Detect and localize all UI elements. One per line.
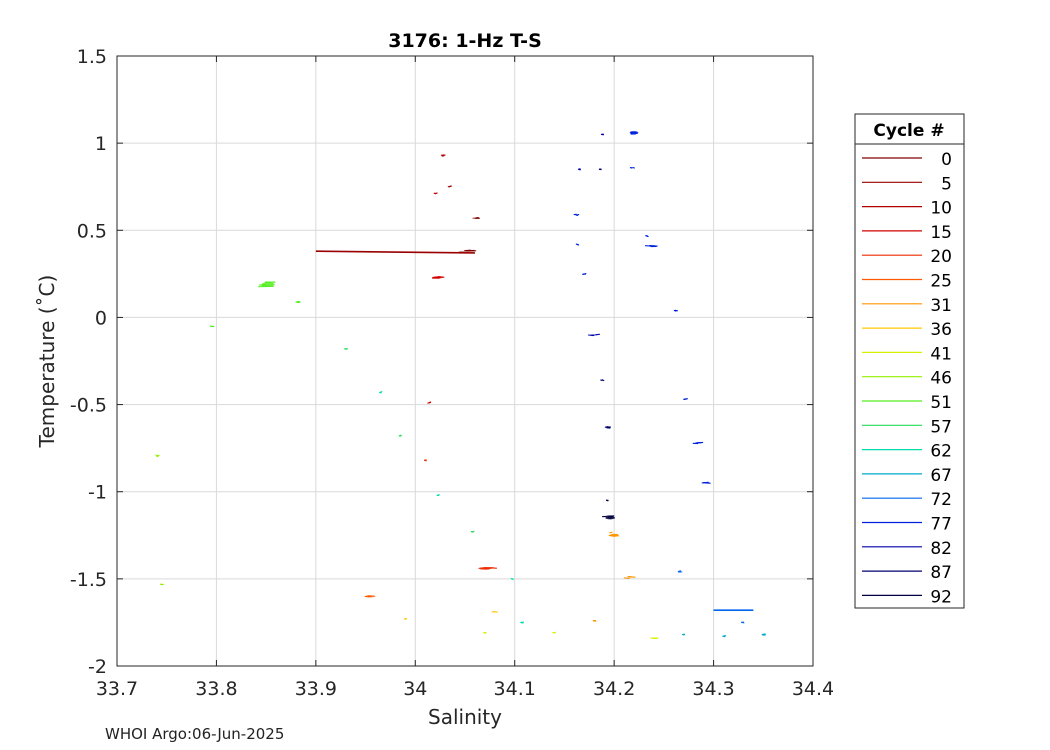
x-tick-label: 34.3 <box>692 678 734 700</box>
series-cycle-67 <box>682 633 767 638</box>
series-77-point <box>683 398 686 400</box>
legend-label: 25 <box>930 272 952 292</box>
series-cycle-57 <box>344 348 475 533</box>
series-cycle-51 <box>209 281 301 328</box>
series-cycle-92 <box>601 499 616 520</box>
x-tick-label: 34.4 <box>792 678 834 700</box>
legend-label: 41 <box>930 344 952 364</box>
legend-label: 10 <box>930 199 952 219</box>
series-31-point <box>623 577 630 580</box>
x-tick-label: 33.7 <box>96 678 138 700</box>
axes: 33.7 33.8 33.9 34 34.1 34.2 34.3 34.4 -2 -1.5 -1 -0… <box>70 46 834 700</box>
legend-label: 72 <box>930 490 952 510</box>
series-cycle-31 <box>592 531 636 622</box>
series-cycle-62 <box>379 391 525 624</box>
series-cycle-41 <box>483 631 659 639</box>
x-axis-label: Salinity <box>428 705 502 729</box>
legend-title: Cycle # <box>873 121 944 141</box>
series-cycle-5 <box>315 185 475 254</box>
legend-label: 62 <box>930 442 952 462</box>
plot-area <box>117 56 813 666</box>
series-25-cluster-core <box>365 595 376 598</box>
series-82-cluster-core <box>590 334 598 336</box>
series-cycle-36 <box>403 610 498 620</box>
legend-label: 57 <box>930 417 952 437</box>
series-cycle-72 <box>677 570 754 624</box>
legend-label: 77 <box>930 515 952 535</box>
y-tick-label: -2 <box>88 656 107 678</box>
legend-label: 82 <box>930 539 952 559</box>
y-axis-label: Temperature (˚C) <box>35 275 59 449</box>
series-15-cluster-core <box>433 276 444 279</box>
legend-label: 87 <box>930 563 952 583</box>
series-cycle-46 <box>155 454 164 586</box>
series-51-cluster-core <box>261 282 275 287</box>
chart-title: 3176: 1-Hz T-S <box>388 30 542 52</box>
legend-label: 5 <box>941 174 952 194</box>
series-62-point <box>379 391 383 393</box>
series-cycle-25 <box>364 595 376 598</box>
series-92-cluster-core <box>605 516 616 520</box>
series-0-cluster-core <box>472 217 478 219</box>
series-77-cluster-core <box>629 131 639 135</box>
plot-frame <box>116 55 814 667</box>
series-51-point <box>209 325 213 328</box>
series-77-cluster-core <box>694 442 703 444</box>
footer-credit: WHOI Argo:06-Jun-2025 <box>105 725 285 743</box>
series-0-cluster-core <box>458 250 472 252</box>
series-cycle-87 <box>598 168 612 429</box>
legend-label: 67 <box>930 466 952 486</box>
series-46-point <box>155 454 158 457</box>
legend-label: 15 <box>930 223 952 243</box>
series-72-point <box>678 570 682 572</box>
y-tick-label: -1 <box>88 482 107 504</box>
series-77-cluster-core <box>703 482 710 484</box>
legend-label: 20 <box>930 247 952 267</box>
y-tick-label: -1.5 <box>70 569 107 591</box>
legend-label: 36 <box>930 320 952 340</box>
legend: Cycle # 0 5 10 15 20 25 31 36 41 46 51 57 62 67 72 77 82… <box>854 113 965 609</box>
y-tick-label: 0.5 <box>77 220 107 242</box>
x-tick-label: 34.1 <box>494 678 536 700</box>
legend-label: 92 <box>930 587 952 607</box>
y-tick-label: -0.5 <box>70 395 107 417</box>
legend-label: 51 <box>930 393 952 413</box>
series-31-point <box>609 531 613 534</box>
x-tick-label: 33.9 <box>295 678 337 700</box>
series-31-cluster-core <box>609 533 619 537</box>
y-tick-label: 0 <box>95 307 107 329</box>
series-31-cluster-core <box>627 576 635 578</box>
series-cycle-20 <box>424 459 498 570</box>
series-46-point <box>159 583 163 586</box>
series-77-point <box>685 398 688 400</box>
series-20-cluster-core <box>478 567 492 570</box>
series-77-cluster-core <box>649 245 659 247</box>
y-tick-label: 1 <box>95 133 107 155</box>
legend-label: 0 <box>941 150 952 170</box>
series-cycle-0 <box>458 217 481 252</box>
series-cycle-15 <box>427 276 445 404</box>
series-cycle-77 <box>573 131 711 484</box>
x-tick-label: 34.2 <box>593 678 635 700</box>
series-5-segment <box>315 250 475 254</box>
y-tick-label: 1.5 <box>77 46 107 68</box>
series-cycle-10 <box>433 154 446 195</box>
series-36-point <box>491 610 495 613</box>
series-82-point <box>587 334 594 337</box>
x-tick-label: 33.8 <box>195 678 237 700</box>
series-87-point <box>601 379 605 382</box>
data-points <box>155 131 767 639</box>
series-cycle-82 <box>577 133 605 337</box>
x-tick-label: 34 <box>403 678 427 700</box>
legend-label: 46 <box>930 369 952 389</box>
legend-label: 31 <box>930 296 952 316</box>
legend-box <box>854 113 965 609</box>
grid-lines <box>117 56 813 666</box>
